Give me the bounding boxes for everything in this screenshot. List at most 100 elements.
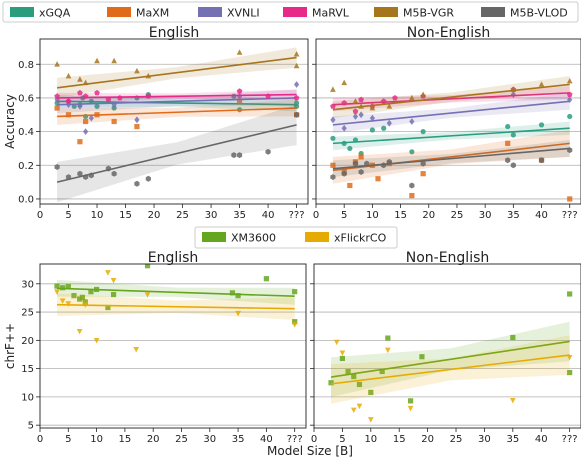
y-tick-label: 0.6	[18, 93, 34, 104]
data-point-xvnli	[77, 102, 83, 110]
data-point-m5b-vgr	[293, 51, 300, 57]
x-tick-label: 0	[37, 434, 43, 445]
data-point-marvl	[65, 98, 72, 104]
panel-title: Non-English	[407, 25, 491, 41]
y-tick-label: 10	[21, 392, 34, 403]
data-point-xgqa	[510, 132, 516, 138]
data-point-marvl	[82, 93, 89, 99]
data-point-m5b-vlod	[65, 174, 72, 181]
y-tick-label: 30	[21, 279, 34, 290]
data-point-marvl	[392, 94, 398, 101]
data-point-m5b-vgr	[134, 67, 140, 74]
legend-swatch	[107, 7, 131, 17]
data-point-marvl	[236, 88, 243, 94]
data-point-m5b-vgr	[566, 77, 573, 84]
data-point-xm3600	[292, 319, 298, 325]
x-tick-label: 0	[313, 210, 319, 221]
data-point-m5b-vgr	[293, 62, 300, 69]
legend-item-xgqa: xGQA	[10, 7, 71, 20]
data-point-marvl	[145, 93, 152, 99]
data-point-xm3600	[235, 293, 241, 299]
data-point-m5b-vlod	[352, 160, 359, 167]
data-point-xvnli	[386, 119, 392, 127]
data-point-xflickrco	[110, 278, 117, 284]
legend-swatch	[202, 232, 226, 242]
data-point-m5b-vlod	[294, 111, 300, 118]
data-point-maxm	[65, 112, 72, 118]
data-point-xm3600	[79, 294, 86, 300]
data-point-xm3600	[65, 284, 71, 290]
legend-swatch	[481, 7, 505, 17]
data-point-m5b-vlod	[505, 157, 511, 164]
x-tick-label: 35	[232, 434, 245, 445]
legend-label: xGQA	[39, 7, 71, 20]
legend-bottom: XM3600 xFlickrCO	[194, 226, 398, 249]
data-point-m5b-vlod	[134, 180, 140, 187]
data-point-m5b-vgr	[236, 49, 243, 55]
data-point-xm3600	[292, 289, 298, 295]
data-point-xm3600	[77, 296, 83, 302]
data-point-m5b-vlod	[381, 162, 387, 169]
data-point-m5b-vgr	[65, 72, 72, 79]
data-point-xflickrco	[105, 270, 111, 276]
x-tick-label: 30	[478, 434, 491, 445]
data-point-xm3600	[567, 369, 573, 376]
data-point-xgqa	[94, 103, 100, 109]
data-point-m5b-vgr	[94, 57, 100, 64]
data-point-xgqa	[505, 123, 511, 130]
axes-frame	[39, 38, 309, 205]
y-tick-label: 0.8	[18, 60, 34, 71]
y-tick-label: 5	[28, 421, 34, 432]
legend-bottom-box	[194, 226, 398, 249]
data-point-m5b-vgr	[369, 104, 376, 111]
y-tick-label: 0.2	[18, 161, 34, 172]
data-point-xm3600	[229, 290, 236, 296]
data-point-maxm	[347, 182, 353, 189]
legend-label: MaRVL	[312, 7, 350, 20]
y-axis-label: chrF++	[3, 323, 17, 369]
data-point-m5b-vgr	[510, 86, 517, 92]
plot-area	[328, 291, 573, 423]
data-point-maxm	[358, 154, 364, 160]
data-point-maxm	[77, 139, 83, 145]
data-point-xflickrco	[54, 289, 60, 295]
y-tick-label: 0.0	[18, 194, 34, 205]
data-point-m5b-vlod	[567, 147, 573, 154]
x-tick-label: 15	[119, 434, 132, 445]
data-point-xflickrco	[384, 347, 391, 354]
axes-frame	[315, 38, 581, 205]
data-point-xm3600	[407, 398, 414, 404]
data-point-m5b-vlod	[54, 163, 60, 170]
data-point-m5b-vlod	[231, 152, 237, 159]
data-point-xvnli	[567, 96, 573, 103]
data-point-m5b-vgr	[54, 61, 60, 67]
data-point-xflickrco	[65, 301, 72, 307]
legend-top: xGQA MaXM XVNLI MaRVL M5B-VGR M5B-VLOD	[2, 1, 579, 23]
data-point-xm3600	[368, 389, 374, 395]
data-point-xvnli	[341, 124, 347, 132]
panel-title: English	[149, 25, 200, 41]
data-point-maxm	[375, 176, 381, 182]
data-point-xgqa	[381, 125, 387, 131]
x-tick-label: ???	[562, 434, 578, 445]
data-point-xgqa	[538, 122, 545, 128]
data-point-maxm	[409, 192, 415, 199]
x-tick-label: 40	[535, 434, 548, 445]
data-point-xflickrco	[235, 310, 241, 317]
data-point-m5b-vgr	[538, 81, 545, 87]
legend-swatch	[283, 7, 307, 17]
chart-panel-top-right: Non-English 0 5 10 15 20 25 30 35 40???	[312, 25, 581, 221]
data-point-xm3600	[339, 355, 346, 362]
data-point-maxm	[111, 118, 117, 125]
trend-line-m5b-vgr	[57, 56, 297, 89]
data-point-xflickrco	[356, 403, 363, 410]
data-point-xvnli	[88, 114, 94, 122]
data-point-marvl	[54, 93, 60, 99]
x-tick-label: 10	[91, 210, 104, 221]
x-tick-label: 5	[339, 434, 345, 445]
plot-area	[330, 76, 573, 202]
data-point-xflickrco	[76, 328, 83, 335]
data-point-m5b-vgr	[111, 57, 117, 64]
